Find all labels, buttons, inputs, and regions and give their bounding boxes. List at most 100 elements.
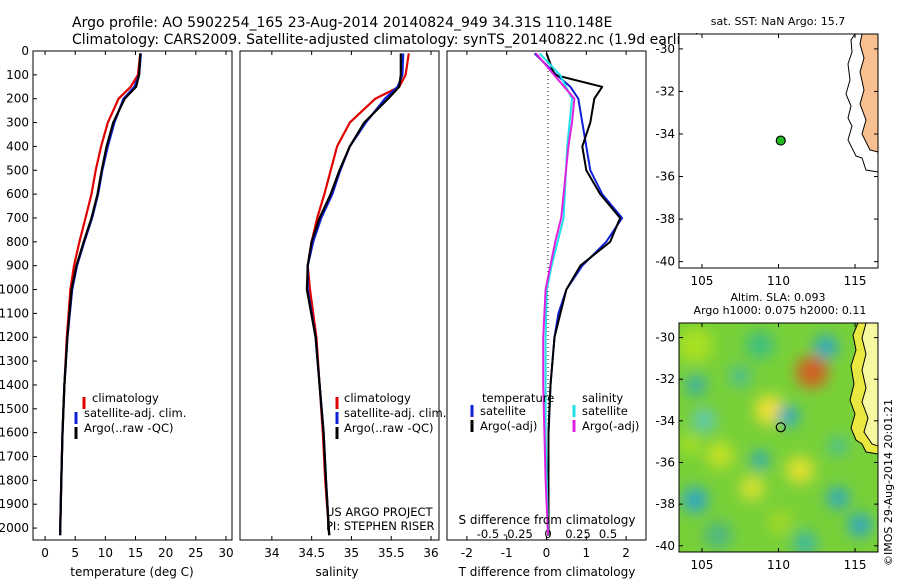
y-tick-label: 1300 — [0, 354, 29, 368]
sst-map-panel: sat. SST: NaN Argo: 15.7 105 110 115 -30 -32… — [655, 15, 879, 288]
y-tick-label: 1700 — [0, 450, 29, 464]
figure-title-line1: Argo profile: AO 5902254_165 23-Aug-2014… — [72, 15, 612, 31]
y-tick-label: -38 — [655, 212, 675, 226]
x-tick-label: 20 — [158, 546, 173, 560]
x-tick-label: 1 — [582, 546, 590, 560]
series-line-argo-raw-qc- — [59, 53, 142, 536]
x-tick-label: 110 — [767, 274, 790, 288]
x-tick-label: 0 — [543, 546, 551, 560]
x-tick-label: 10 — [98, 546, 113, 560]
legend-label-satellite: satellite-adj. clim. — [344, 406, 446, 420]
x-tick-label: 36 — [423, 546, 438, 560]
y-tick-label: -32 — [655, 84, 675, 98]
difference-legend: temperature satellite Argo(-adj) salinit… — [470, 391, 639, 433]
salinity-panel: 34 34.5 35 35.5 36 salinity climatology sate… — [239, 50, 446, 579]
s-difference-label: S difference from climatology — [459, 513, 636, 527]
y-tick-label: 500 — [6, 163, 29, 177]
x-tick-label: 30 — [218, 546, 233, 560]
y-tick-label: 300 — [6, 116, 29, 130]
series-line-temperature-argo-adj- — [545, 53, 622, 536]
x-tick-label: 15 — [128, 546, 143, 560]
series-line-climatology — [306, 53, 410, 536]
legend-group-temperature: temperature — [482, 391, 554, 405]
y-tick-label: 1400 — [0, 378, 29, 392]
y-tick-label: 1200 — [0, 330, 29, 344]
s-tick-label: 0.5 — [599, 527, 617, 541]
sla-heatmap-field — [679, 327, 872, 552]
y-tick-label: -36 — [655, 170, 675, 184]
x-tick-label: 5 — [71, 546, 79, 560]
y-tick-label: 0 — [21, 44, 29, 58]
s-tick-label: -0.5 — [477, 527, 499, 541]
y-tick-label: 1800 — [0, 473, 29, 487]
x-tick-label: 110 — [767, 558, 790, 572]
legend-label-climatology: climatology — [344, 391, 411, 405]
temperature-axes-frame — [32, 50, 233, 541]
imos-credit: ©IMOS 29-Aug-2014 20:01:21 — [882, 399, 895, 566]
series-line-satellite-adj-clim- — [306, 53, 405, 536]
y-tick-label: 1000 — [0, 283, 29, 297]
y-tick-label: 600 — [6, 187, 29, 201]
y-tick-label: 1100 — [0, 306, 29, 320]
legend-label-t-satellite: satellite — [480, 404, 526, 418]
y-tick-label: 1900 — [0, 497, 29, 511]
y-tick-label: 100 — [6, 68, 29, 82]
sla-map-panel: Altim. SLA: 0.093 Argo h1000: 0.075 h200… — [655, 291, 879, 572]
s-tick-label: -0.25 — [503, 527, 533, 541]
s-tick-label: 0.25 — [565, 527, 591, 541]
y-tick-label: -34 — [655, 414, 675, 428]
legend-label-argo: Argo(..raw -QC) — [344, 421, 434, 435]
y-tick-label: 900 — [6, 259, 29, 273]
x-tick-label: 25 — [188, 546, 203, 560]
y-tick-label: -30 — [655, 42, 675, 56]
sla-land — [861, 323, 878, 447]
x-tick-label: 35.5 — [378, 546, 405, 560]
legend-label-t-argo: Argo(-adj) — [480, 419, 537, 433]
x-tick-label: 35 — [344, 546, 359, 560]
temperature-panel: 0100200300400500600700800900100011001200… — [0, 44, 234, 579]
t-difference-label: T difference from climatology — [458, 565, 636, 579]
temperature-xlabel: temperature (deg C) — [70, 565, 193, 579]
y-tick-label: 700 — [6, 211, 29, 225]
temperature-legend: climatology satellite-adj. clim. Argo(..… — [74, 391, 186, 439]
difference-panel: -2 -1 0 1 2-0.5 -0.25 0 0.25 0.5 S difference fr… — [446, 50, 647, 579]
salinity-axes-frame — [239, 50, 440, 541]
y-tick-label: -34 — [655, 127, 675, 141]
legend-label-argo: Argo(..raw -QC) — [84, 421, 174, 435]
y-tick-label: -40 — [655, 539, 675, 553]
x-tick-label: 2 — [622, 546, 630, 560]
y-tick-label: -32 — [655, 372, 675, 386]
float-location-marker — [775, 422, 786, 433]
sst-map-coast — [845, 34, 878, 173]
y-tick-label: 1500 — [0, 402, 29, 416]
x-tick-label: 34.5 — [298, 546, 325, 560]
series-line-salinity-satellite — [538, 52, 573, 536]
y-tick-label: -38 — [655, 497, 675, 511]
salinity-legend: climatology satellite-adj. clim. Argo(..… — [335, 391, 446, 439]
x-tick-label: 0 — [41, 546, 49, 560]
y-tick-label: 200 — [6, 92, 29, 106]
sst-map-ocean — [679, 34, 878, 268]
legend-label-climatology: climatology — [92, 391, 159, 405]
legend-group-salinity: salinity — [582, 391, 623, 405]
sst-land — [859, 34, 878, 153]
y-tick-label: 2000 — [0, 521, 29, 535]
x-tick-label: 34 — [264, 546, 279, 560]
project-annotation-line1: US ARGO PROJECT — [326, 505, 434, 519]
y-tick-label: -40 — [655, 255, 675, 269]
float-location-marker — [775, 135, 786, 146]
x-tick-label: 115 — [844, 558, 867, 572]
figure-title-line2: Climatology: CARS2009. Satellite-adjuste… — [72, 32, 700, 48]
y-tick-label: 1600 — [0, 426, 29, 440]
legend-label-s-argo: Argo(-adj) — [582, 419, 639, 433]
y-tick-label: -30 — [655, 331, 675, 345]
sla-map-title: Altim. SLA: 0.093 — [730, 291, 825, 304]
x-tick-label: -2 — [461, 546, 473, 560]
x-tick-label: -1 — [501, 546, 513, 560]
x-tick-label: 105 — [691, 558, 714, 572]
salinity-xlabel: salinity — [315, 565, 358, 579]
x-tick-label: 105 — [691, 274, 714, 288]
project-annotation-line2: PI: STEPHEN RISER — [326, 519, 435, 533]
series-line-argo-raw-qc- — [305, 53, 402, 536]
